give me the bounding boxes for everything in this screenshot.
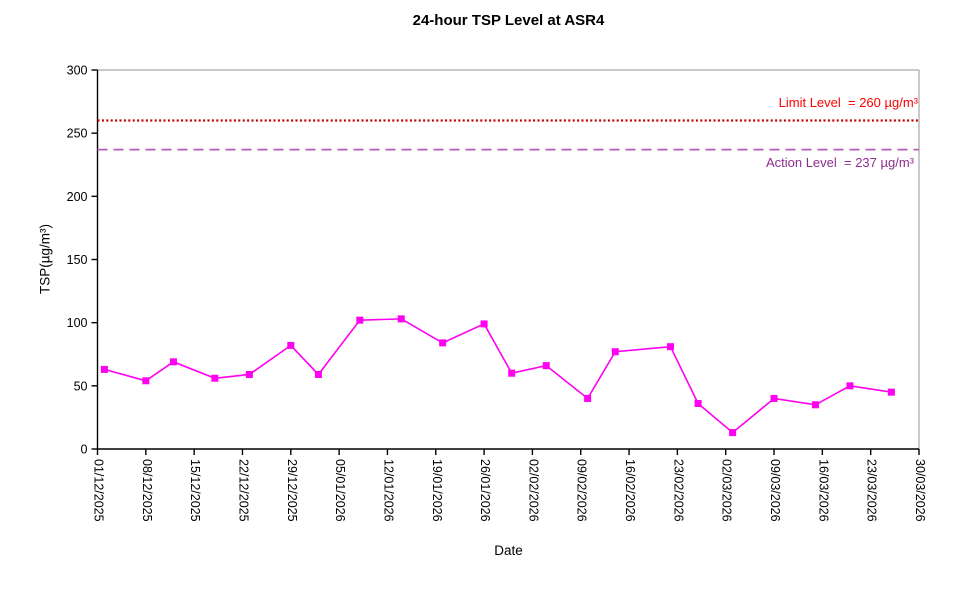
y-tick-label: 250 (67, 127, 88, 141)
data-point-marker (729, 429, 737, 437)
data-point-marker (287, 341, 295, 349)
x-tick-label: 29/12/2025 (285, 459, 299, 522)
y-axis-title: TSP(µg/m³) (37, 223, 53, 295)
data-point-marker (245, 370, 253, 378)
y-tick-label: 0 (81, 443, 88, 457)
y-tick-label: 150 (67, 253, 88, 267)
data-point-marker (542, 362, 550, 370)
x-tick-label: 09/03/2026 (768, 459, 782, 522)
y-tick-label: 50 (74, 379, 88, 393)
data-point-marker (211, 374, 219, 382)
x-tick-label: 02/02/2026 (526, 459, 540, 522)
chart-title: 24-hour TSP Level at ASR4 (412, 12, 605, 29)
y-tick-label: 200 (67, 190, 88, 204)
data-point-marker (811, 401, 819, 409)
x-tick-label: 01/12/2025 (92, 459, 106, 522)
x-tick-label: 09/02/2026 (575, 459, 589, 522)
series-line (104, 318, 892, 434)
x-tick-label: 19/01/2026 (430, 459, 444, 522)
data-point-marker (508, 369, 516, 377)
action-level-annotation: Action Level = 237 µg/m³ (765, 155, 914, 170)
x-tick-label: 23/02/2026 (671, 459, 685, 522)
data-point-marker (169, 358, 177, 366)
data-point-marker (770, 394, 778, 402)
x-tick-label: 08/12/2025 (140, 459, 154, 522)
x-tick-label: 02/03/2026 (720, 459, 734, 522)
x-tick-label: 05/01/2026 (333, 459, 347, 522)
x-axis-title: Date (494, 543, 523, 558)
data-point-marker (100, 365, 108, 373)
x-tick-label: 16/03/2026 (816, 459, 830, 522)
x-tick-label: 22/12/2025 (236, 459, 250, 522)
x-tick-label: 15/12/2025 (188, 459, 202, 522)
limit-level-annotation: Limit Level = 260 µg/m³ (778, 95, 918, 110)
data-point-marker (584, 394, 592, 402)
x-tick-label: 23/03/2026 (865, 459, 879, 522)
x-tick-label: 30/03/2026 (913, 459, 927, 522)
x-tick-label: 26/01/2026 (478, 459, 492, 522)
data-point-marker (314, 370, 322, 378)
data-point-marker (887, 388, 895, 396)
data-point-marker (142, 377, 150, 385)
y-tick-label: 300 (67, 64, 88, 78)
data-point-marker (356, 316, 364, 324)
data-point-marker (397, 315, 405, 323)
x-tick-label: 16/02/2026 (623, 459, 637, 522)
data-point-marker (694, 400, 702, 408)
data-point-marker (611, 348, 619, 356)
data-point-marker (480, 320, 488, 328)
y-tick-label: 100 (67, 316, 88, 330)
data-point-marker (666, 343, 674, 351)
data-point-marker (439, 339, 447, 347)
data-point-marker (846, 382, 854, 390)
x-tick-label: 12/01/2026 (381, 459, 395, 522)
